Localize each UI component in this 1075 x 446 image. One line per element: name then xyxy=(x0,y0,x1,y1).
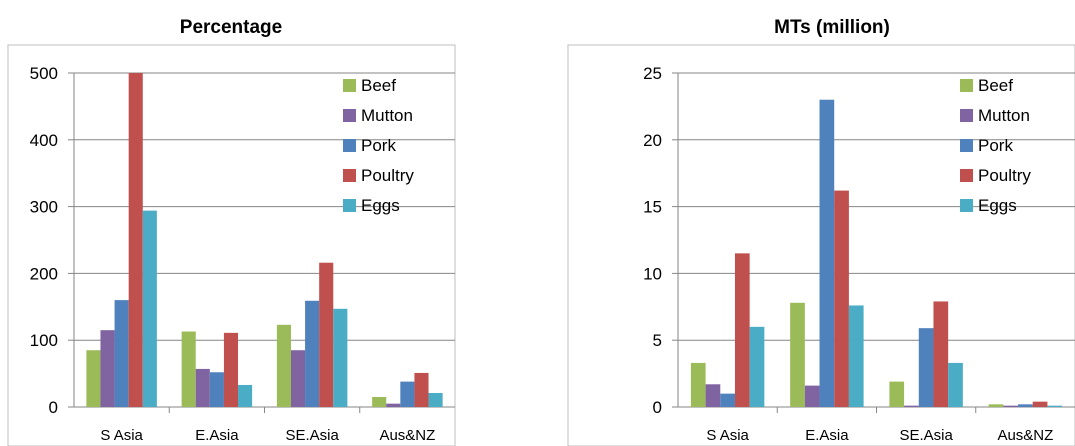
legend-swatch xyxy=(960,79,973,92)
legend-swatch xyxy=(343,109,356,122)
bar-poultry-1 xyxy=(734,253,750,407)
bar-pork-4 xyxy=(1018,404,1033,407)
bar-poultry-2 xyxy=(834,190,849,407)
y-tick-label: 15 xyxy=(643,198,662,217)
legend-label: Mutton xyxy=(978,106,1030,125)
bar-eggs-3 xyxy=(333,308,348,407)
x-tick-label: E.Asia xyxy=(805,427,849,444)
bar-poultry-3 xyxy=(319,262,334,407)
bar-beef-4 xyxy=(988,404,1004,407)
x-tick-label: SE.Asia xyxy=(285,427,339,444)
x-tick-label: E.Asia xyxy=(195,427,239,444)
legend-label: Beef xyxy=(978,76,1013,95)
legend-label: Mutton xyxy=(361,106,413,125)
bar-mutton-1 xyxy=(100,330,115,407)
x-tick-label: S Asia xyxy=(100,427,143,444)
bar-mutton-2 xyxy=(804,385,820,407)
legend: Beef Mutton Pork Poultry Eggs xyxy=(343,76,414,215)
x-tick-label: SE.Asia xyxy=(899,427,953,444)
chart-title: Percentage xyxy=(180,17,282,38)
bar-mutton-4 xyxy=(386,403,401,407)
legend-swatch xyxy=(960,199,973,212)
bar-poultry-4 xyxy=(414,372,429,407)
legend: Beef Mutton Pork Poultry Eggs xyxy=(960,76,1031,215)
bar-beef-2 xyxy=(181,331,196,407)
bar-pork-1 xyxy=(720,393,735,407)
legend-label: Poultry xyxy=(978,166,1031,185)
chart-2: MTs (million) 0 5 10 15 20 25 S Asia E.Asia SE.As… xyxy=(567,17,1075,446)
bar-beef-3 xyxy=(276,324,291,407)
y-tick-label: 20 xyxy=(643,131,662,150)
chart-frame xyxy=(7,44,456,446)
legend-swatch xyxy=(960,109,973,122)
legend-swatch xyxy=(343,79,356,92)
y-tick-label: 10 xyxy=(643,264,662,283)
legend-swatch xyxy=(343,139,356,152)
y-tick-label: 500 xyxy=(30,64,58,83)
bar-beef-4 xyxy=(372,396,387,407)
legend-label: Pork xyxy=(978,136,1013,155)
bar-eggs-4 xyxy=(1047,405,1063,407)
bar-eggs-1 xyxy=(749,326,765,407)
bar-mutton-3 xyxy=(904,405,919,407)
legend-label: Pork xyxy=(361,136,396,155)
y-tick-label: 100 xyxy=(30,331,58,350)
bar-mutton-4 xyxy=(1003,405,1019,407)
chart-1: Percentage 0 100 200 300 400 500 S Asia E.Asia SE… xyxy=(7,17,456,446)
legend-swatch xyxy=(343,169,356,182)
bar-eggs-1 xyxy=(142,210,157,407)
bar-pork-4 xyxy=(400,381,415,407)
bar-poultry-1 xyxy=(128,73,143,407)
chart-frame xyxy=(567,44,1075,446)
chart-title: MTs (million) xyxy=(774,17,890,38)
legend-label: Beef xyxy=(361,76,396,95)
bar-pork-1 xyxy=(114,300,129,407)
x-tick-label: Aus&NZ xyxy=(379,427,435,444)
legend-label: Eggs xyxy=(978,196,1017,215)
bar-mutton-1 xyxy=(705,384,721,407)
bar-pork-3 xyxy=(918,328,934,407)
bar-eggs-2 xyxy=(848,305,864,407)
bar-beef-3 xyxy=(889,381,905,407)
y-tick-label: 200 xyxy=(30,264,58,283)
bar-poultry-4 xyxy=(1032,401,1048,407)
bar-pork-2 xyxy=(209,372,224,407)
bar-eggs-2 xyxy=(238,384,253,407)
y-tick-label: 5 xyxy=(653,331,662,350)
bar-pork-3 xyxy=(305,300,320,407)
y-tick-label: 400 xyxy=(30,131,58,150)
x-tick-label: S Asia xyxy=(706,427,749,444)
bar-mutton-2 xyxy=(195,368,210,407)
bar-pork-2 xyxy=(819,99,835,407)
bar-mutton-3 xyxy=(290,350,306,407)
bar-beef-1 xyxy=(86,350,101,407)
y-tick-label: 25 xyxy=(643,64,662,83)
legend-label: Eggs xyxy=(361,196,400,215)
bar-beef-1 xyxy=(690,362,706,407)
bar-poultry-2 xyxy=(223,332,239,407)
legend-swatch xyxy=(960,139,973,152)
bar-beef-2 xyxy=(790,302,805,407)
x-tick-label: Aus&NZ xyxy=(997,427,1053,444)
bar-eggs-3 xyxy=(948,362,963,407)
bar-poultry-3 xyxy=(933,301,949,407)
bar-eggs-4 xyxy=(428,392,443,407)
y-tick-label: 0 xyxy=(653,398,662,417)
legend-label: Poultry xyxy=(361,166,414,185)
y-tick-label: 300 xyxy=(30,198,58,217)
legend-swatch xyxy=(960,169,973,182)
legend-swatch xyxy=(343,199,356,212)
y-tick-label: 0 xyxy=(49,398,58,417)
